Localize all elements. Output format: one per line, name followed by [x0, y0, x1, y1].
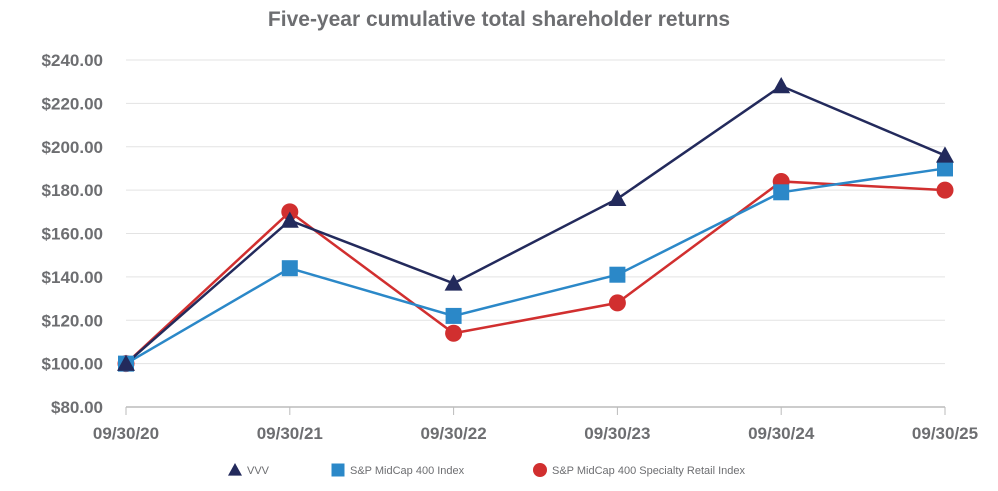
y-tick-label: $160.00: [42, 225, 103, 244]
series-line: [125, 167, 946, 365]
x-tick-label: 09/30/23: [584, 424, 650, 443]
y-tick-label: $240.00: [42, 51, 103, 70]
series-line: [125, 180, 946, 365]
x-tick-label: 09/30/25: [912, 424, 978, 443]
y-tick-label: $200.00: [42, 138, 103, 157]
x-tick-label: 09/30/21: [257, 424, 323, 443]
data-point-triangle: [228, 463, 242, 476]
data-point-triangle: [117, 354, 135, 371]
data-point-square: [331, 463, 345, 477]
y-tick-label: $80.00: [51, 398, 103, 417]
data-point-square: [445, 307, 462, 324]
data-point-triangle: [608, 189, 627, 206]
legend-label: S&P MidCap 400 Index: [350, 465, 465, 477]
data-point-triangle: [772, 77, 791, 94]
x-tick-label: 09/30/20: [93, 424, 159, 443]
data-point-triangle: [936, 146, 954, 163]
data-point-square: [937, 160, 953, 177]
data-point-circle: [608, 294, 626, 312]
data-point-square: [281, 260, 298, 277]
data-point-square: [609, 266, 626, 283]
legend-label: VVV: [247, 465, 270, 477]
y-tick-label: $180.00: [42, 181, 103, 200]
chart-title: Five-year cumulative total shareholder r…: [268, 8, 730, 31]
data-point-square: [773, 184, 790, 201]
data-point-circle: [445, 324, 463, 342]
y-tick-label: $100.00: [42, 355, 103, 374]
x-tick-label: 09/30/22: [421, 424, 487, 443]
y-tick-label: $120.00: [42, 311, 103, 330]
data-point-circle: [936, 181, 954, 199]
data-point-circle: [533, 463, 547, 477]
y-tick-label: $220.00: [42, 94, 103, 113]
legend-label: S&P MidCap 400 Specialty Retail Index: [552, 465, 746, 477]
data-point-triangle: [444, 274, 463, 291]
x-tick-label: 09/30/24: [748, 424, 815, 443]
data-point-triangle: [280, 211, 299, 228]
y-tick-label: $140.00: [42, 268, 103, 287]
series-line: [125, 84, 946, 365]
